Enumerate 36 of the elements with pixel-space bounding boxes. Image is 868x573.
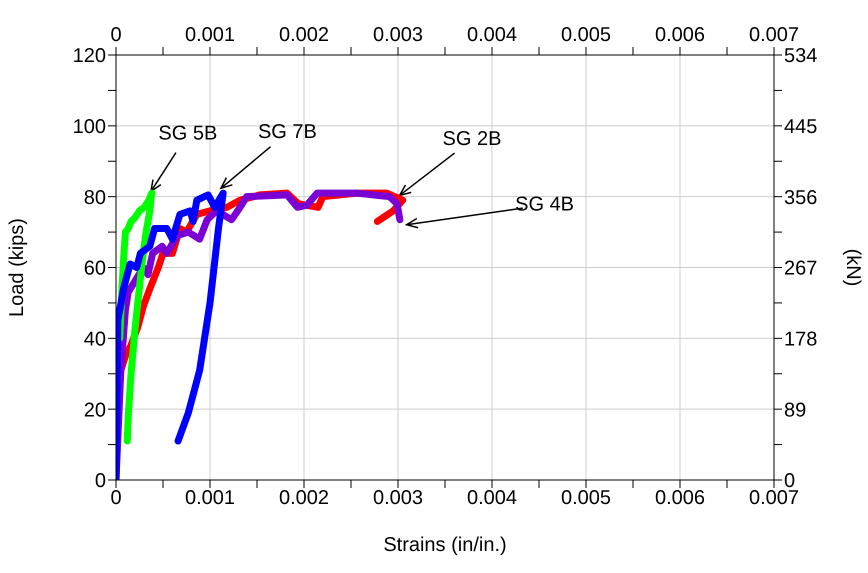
x-tick-label: 0.006 xyxy=(654,487,706,510)
y2-tick-label: 89 xyxy=(784,399,806,422)
y2-tick-label: 534 xyxy=(784,45,818,68)
x2-tick-label: 0.004 xyxy=(466,24,518,46)
x-tick-label: 0.002 xyxy=(278,487,330,510)
annotation: SG 2B xyxy=(442,128,502,150)
y2-tick-label: 356 xyxy=(784,186,818,209)
y-tick-label: 0 xyxy=(94,470,106,492)
x-axis-title: Strains (in/in.) xyxy=(383,534,507,556)
y2-axis-title: (kN) xyxy=(842,248,864,286)
y-tick-label: 80 xyxy=(84,186,106,209)
x-tick-label: 0.005 xyxy=(560,487,612,510)
annotation: SG 5B xyxy=(158,122,218,144)
y-tick-label: 20 xyxy=(84,399,106,422)
y2-tick-label: 267 xyxy=(784,258,818,280)
x2-tick-label: 0.003 xyxy=(372,24,424,46)
x-tick-label: 0.004 xyxy=(466,487,518,510)
annotation: SG 4B xyxy=(515,193,574,216)
y2-tick-label: 445 xyxy=(784,116,818,138)
x-tick-label: 0.003 xyxy=(372,487,424,510)
y-tick-label: 60 xyxy=(84,258,106,280)
x-tick-label: 0.007 xyxy=(748,487,800,510)
y-tick-label: 120 xyxy=(72,45,106,68)
x-tick-label: 0 xyxy=(110,487,122,510)
y-tick-label: 100 xyxy=(72,116,106,138)
x2-tick-label: 0.006 xyxy=(654,24,706,46)
x2-tick-label: 0.002 xyxy=(278,24,330,46)
y-axis-title: Load (kips) xyxy=(6,218,28,317)
y-tick-label: 40 xyxy=(84,328,106,350)
x2-tick-label: 0.001 xyxy=(184,24,236,46)
x2-tick-label: 0.007 xyxy=(748,24,800,46)
annotation: SG 7B xyxy=(258,120,317,143)
y2-tick-label: 178 xyxy=(784,328,818,350)
x-tick-label: 0.001 xyxy=(184,487,236,510)
x2-tick-label: 0 xyxy=(110,24,122,46)
x2-tick-label: 0.005 xyxy=(560,24,612,46)
